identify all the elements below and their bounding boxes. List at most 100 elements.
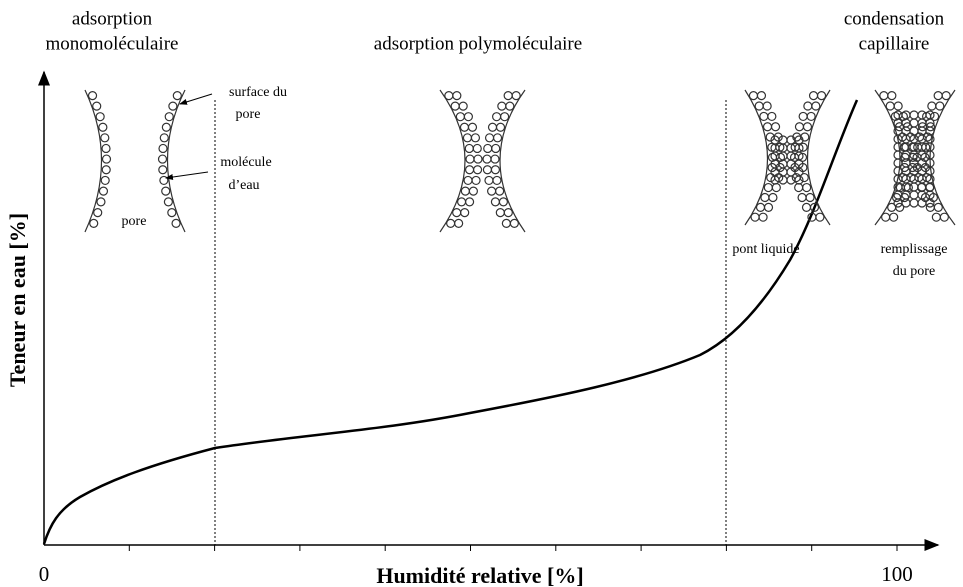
water-molecule [93,102,101,110]
water-molecule [803,184,811,192]
water-molecule [806,193,814,201]
water-molecule [910,111,918,119]
water-molecule [165,113,173,121]
water-molecule [102,155,110,163]
x-ticks [129,545,897,551]
annotation: pore [236,107,261,122]
water-molecule [772,123,780,131]
water-molecule [464,176,472,184]
water-molecule [506,102,514,110]
water-molecule [99,187,107,195]
water-molecule [458,198,466,206]
water-molecule [810,92,818,100]
water-molecule [910,119,918,127]
water-molecule [453,92,461,100]
annotation: d’eau [228,178,259,193]
water-molecule [496,209,504,217]
diagram: adsorption monomoléculaire adsorption po… [0,0,963,587]
water-molecule [818,92,826,100]
x-tick-label: 0 [39,562,50,586]
water-molecule [471,134,479,142]
water-molecule [469,187,477,195]
water-molecule [472,176,480,184]
water-molecule [942,92,950,100]
water-molecule [473,144,481,152]
water-molecule [795,184,803,192]
water-molecule [799,112,807,120]
water-molecule [159,155,167,163]
water-molecule [918,175,926,183]
water-molecule [894,102,902,110]
water-molecule [168,209,176,217]
water-molecule [760,112,768,120]
water-molecule [769,193,777,201]
x-axis-title: Humidité relative [%] [376,563,583,587]
water-molecule [497,123,505,131]
water-molecule [765,203,773,211]
water-molecule [162,187,170,195]
water-molecule [492,144,500,152]
water-molecule [894,167,902,175]
water-molecule [488,187,496,195]
water-molecule [940,213,948,221]
water-molecule [934,203,942,211]
water-molecule [918,111,926,119]
water-molecule [751,213,759,221]
water-molecule [453,209,461,217]
water-molecule [162,123,170,131]
water-molecule [96,113,104,121]
water-molecule [504,209,512,217]
water-molecule [804,102,812,110]
water-molecule [89,92,97,100]
water-molecule [456,113,464,121]
zone-title: adsorption polymoléculaire [374,33,582,54]
water-molecule [90,219,98,227]
water-molecule [894,151,902,159]
water-molecule [99,123,107,131]
water-molecule [491,155,499,163]
water-molecule [159,144,167,152]
water-molecule [802,203,810,211]
water-molecule [484,144,492,152]
water-molecule [932,213,940,221]
water-molecule [902,199,910,207]
annotation: surface du [229,85,287,100]
water-molecule [493,176,501,184]
pointer-arrow [166,172,208,178]
water-molecule [816,213,824,221]
water-molecule [757,203,765,211]
x-tick-label: 100 [881,562,913,586]
water-molecule [936,102,944,110]
water-molecule [463,134,471,142]
water-molecule [902,191,910,199]
water-molecule [493,113,501,121]
water-molecule [772,184,780,192]
annotation: pont liquide [732,242,799,257]
water-molecule [466,198,474,206]
y-axis-title: Teneur en eau [%] [5,213,30,387]
water-molecule [451,102,459,110]
water-molecule [461,187,469,195]
water-molecule [102,144,110,152]
water-molecule [474,166,482,174]
water-molecule [94,209,102,217]
water-molecule [763,102,771,110]
water-molecule [486,134,494,142]
water-molecule [795,123,803,131]
water-molecule [807,112,815,120]
water-molecule [461,209,469,217]
water-molecule [447,219,455,227]
water-molecule [169,102,177,110]
water-molecule [749,92,757,100]
water-molecule [102,166,110,174]
water-molecule [466,166,474,174]
water-molecule [803,123,811,131]
water-molecule [902,159,910,167]
water-molecule [466,155,474,163]
zone-title: adsorption [72,8,153,29]
water-molecule [764,184,772,192]
water-molecule [499,198,507,206]
water-molecule [759,213,767,221]
pore-wall [168,90,186,232]
water-molecule [882,213,890,221]
